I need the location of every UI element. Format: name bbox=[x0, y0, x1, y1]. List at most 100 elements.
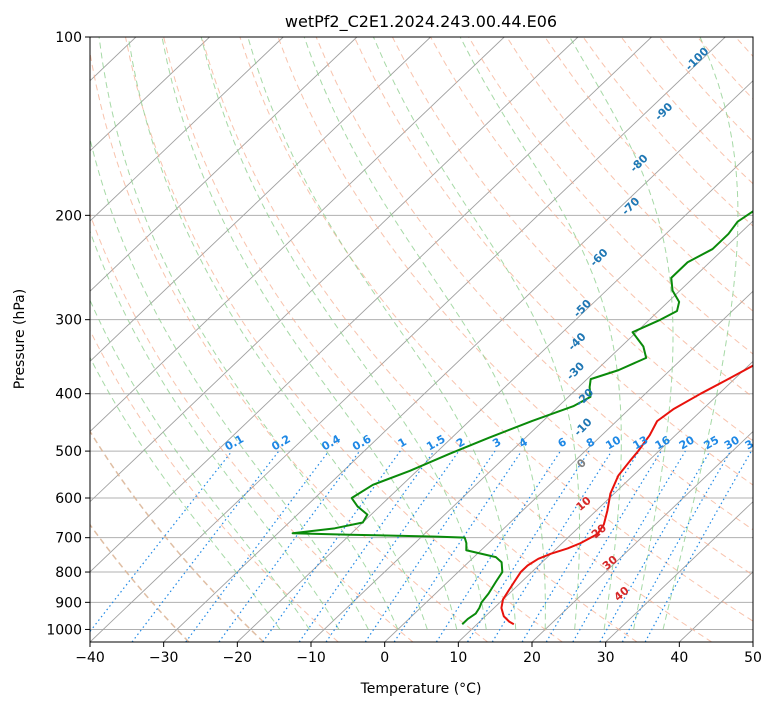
isotherm-line bbox=[0, 37, 62, 642]
moist-adiabat-line bbox=[127, 37, 428, 630]
dewpoint-profile-line bbox=[291, 210, 753, 625]
moist-adiabat-line bbox=[662, 37, 739, 630]
x-tick-label: 10 bbox=[449, 650, 467, 666]
isotherm-line bbox=[90, 37, 652, 573]
mixing-ratio-line bbox=[218, 450, 361, 642]
mixing-ratio-label: 1.5 bbox=[424, 432, 447, 453]
mixing-ratio-label: 13 bbox=[631, 433, 651, 452]
mixing-ratio-line bbox=[572, 450, 686, 642]
isotherm-line bbox=[90, 37, 358, 292]
moist-adiabat-label: -10 bbox=[571, 415, 594, 438]
moist-adiabat-line bbox=[247, 37, 517, 630]
moist-adiabat-line bbox=[569, 37, 674, 630]
x-tick-label: 40 bbox=[670, 650, 688, 666]
dry-adiabat-line bbox=[90, 430, 264, 642]
mixing-ratio-label: 16 bbox=[653, 433, 673, 452]
moist-adiabat-line bbox=[90, 229, 340, 630]
mixing-ratio-line bbox=[466, 450, 590, 642]
x-tick-label: −20 bbox=[223, 650, 253, 666]
plot-frame bbox=[89, 36, 754, 643]
y-tick-label: 900 bbox=[55, 595, 82, 611]
mixing-ratio-label: 30 bbox=[722, 433, 742, 452]
x-tick-label: 20 bbox=[523, 650, 541, 666]
dry-adiabat-line bbox=[90, 49, 488, 642]
mixing-ratio-label: 8 bbox=[584, 435, 597, 450]
mixing-ratio-line bbox=[545, 450, 662, 642]
dry-adiabat-line-emphasis bbox=[90, 429, 265, 642]
mixing-ratio-line bbox=[621, 450, 732, 642]
isotherm-line bbox=[752, 641, 753, 642]
isotherm-line bbox=[90, 37, 210, 152]
dry-adiabat-line bbox=[735, 37, 753, 58]
x-tick-label: 0 bbox=[380, 650, 389, 666]
mixing-ratio-lines bbox=[90, 450, 752, 642]
isotherm-line bbox=[531, 430, 753, 642]
dry-adiabat-line bbox=[90, 329, 339, 642]
y-tick-label: 700 bbox=[55, 531, 82, 547]
mixing-ratio-label: 0.4 bbox=[319, 432, 343, 453]
isotherm-line bbox=[458, 360, 753, 642]
mixing-ratio-label: 3 bbox=[490, 435, 503, 450]
y-tick-label: 200 bbox=[55, 208, 82, 224]
dry-adiabat-line bbox=[430, 37, 753, 398]
moist-adiabat-line bbox=[303, 37, 546, 630]
saturated-adiabat-label: 20 bbox=[589, 521, 609, 541]
mixing-ratio-line bbox=[131, 450, 280, 642]
inline-labels: -100-90-80-70-60-50-40-30-20-10010203040… bbox=[223, 44, 763, 603]
mixing-ratio-label: 4 bbox=[517, 435, 530, 450]
isotherm-line bbox=[679, 571, 753, 642]
profile-lines bbox=[291, 210, 753, 626]
mixing-ratio-label: 6 bbox=[556, 435, 569, 450]
x-tick-label: −10 bbox=[296, 650, 326, 666]
mixing-ratio-line bbox=[262, 450, 401, 642]
y-tick-label: 500 bbox=[55, 444, 82, 460]
moist-adiabat-label: -80 bbox=[627, 152, 650, 175]
x-axis-label: Temperature (°C) bbox=[360, 681, 482, 697]
isotherm-line bbox=[90, 37, 284, 222]
isotherm-line bbox=[90, 37, 726, 642]
mixing-ratio-line bbox=[435, 450, 561, 642]
moist-adiabat-line bbox=[161, 37, 458, 630]
mixing-ratio-label: 0.6 bbox=[350, 432, 374, 453]
mixing-ratio-line bbox=[90, 450, 233, 633]
x-tick-label: 30 bbox=[597, 650, 615, 666]
dry-adiabat-line bbox=[506, 37, 753, 312]
moist-adiabat-line bbox=[90, 356, 281, 630]
mixing-ratio-label: 0.2 bbox=[269, 432, 292, 453]
moist-adiabat-line bbox=[90, 136, 369, 630]
mixing-ratio-line bbox=[521, 450, 640, 642]
isotherm-line bbox=[605, 501, 753, 642]
isotherm-line bbox=[163, 80, 753, 642]
mixing-ratio-line bbox=[491, 450, 613, 642]
saturated-adiabat-label: 30 bbox=[600, 553, 620, 573]
dry-adiabat-line bbox=[620, 37, 753, 185]
y-tick-label: 1000 bbox=[46, 622, 82, 638]
moist-adiabat-line bbox=[373, 37, 581, 630]
isotherm-line bbox=[310, 220, 753, 642]
dry-adiabat-line bbox=[125, 37, 563, 642]
dry-adiabat-line bbox=[468, 37, 753, 355]
moist-adiabat-label: -60 bbox=[587, 246, 610, 269]
isotherm-line bbox=[90, 37, 505, 433]
mixing-ratio-line bbox=[393, 450, 523, 642]
y-tick-label: 800 bbox=[55, 565, 82, 581]
moist-adiabat-line bbox=[459, 37, 622, 630]
isotherm-line bbox=[384, 290, 753, 642]
x-tick-label: −30 bbox=[149, 650, 179, 666]
dry-adiabat-line bbox=[315, 37, 753, 531]
saturated-adiabat-label: 10 bbox=[574, 494, 594, 514]
axes: −40 −30 −20 −10 0 10 20 30 40 5010020030040050060… bbox=[46, 30, 762, 666]
y-tick-label: 100 bbox=[55, 30, 82, 46]
mixing-ratio-label: 36 bbox=[743, 433, 763, 452]
dry-adiabat-line bbox=[697, 37, 753, 100]
moist-adiabat-label: -70 bbox=[619, 194, 642, 217]
mixing-ratio-line bbox=[298, 450, 435, 642]
isotherm-line bbox=[90, 37, 579, 503]
moist-adiabat-label: -50 bbox=[571, 297, 594, 320]
mixing-ratio-label: 20 bbox=[677, 433, 697, 452]
mixing-ratio-line bbox=[364, 450, 496, 642]
dry-adiabat-line bbox=[391, 37, 753, 442]
moist-adiabat-line bbox=[200, 37, 487, 630]
isotherm-line bbox=[237, 150, 753, 642]
